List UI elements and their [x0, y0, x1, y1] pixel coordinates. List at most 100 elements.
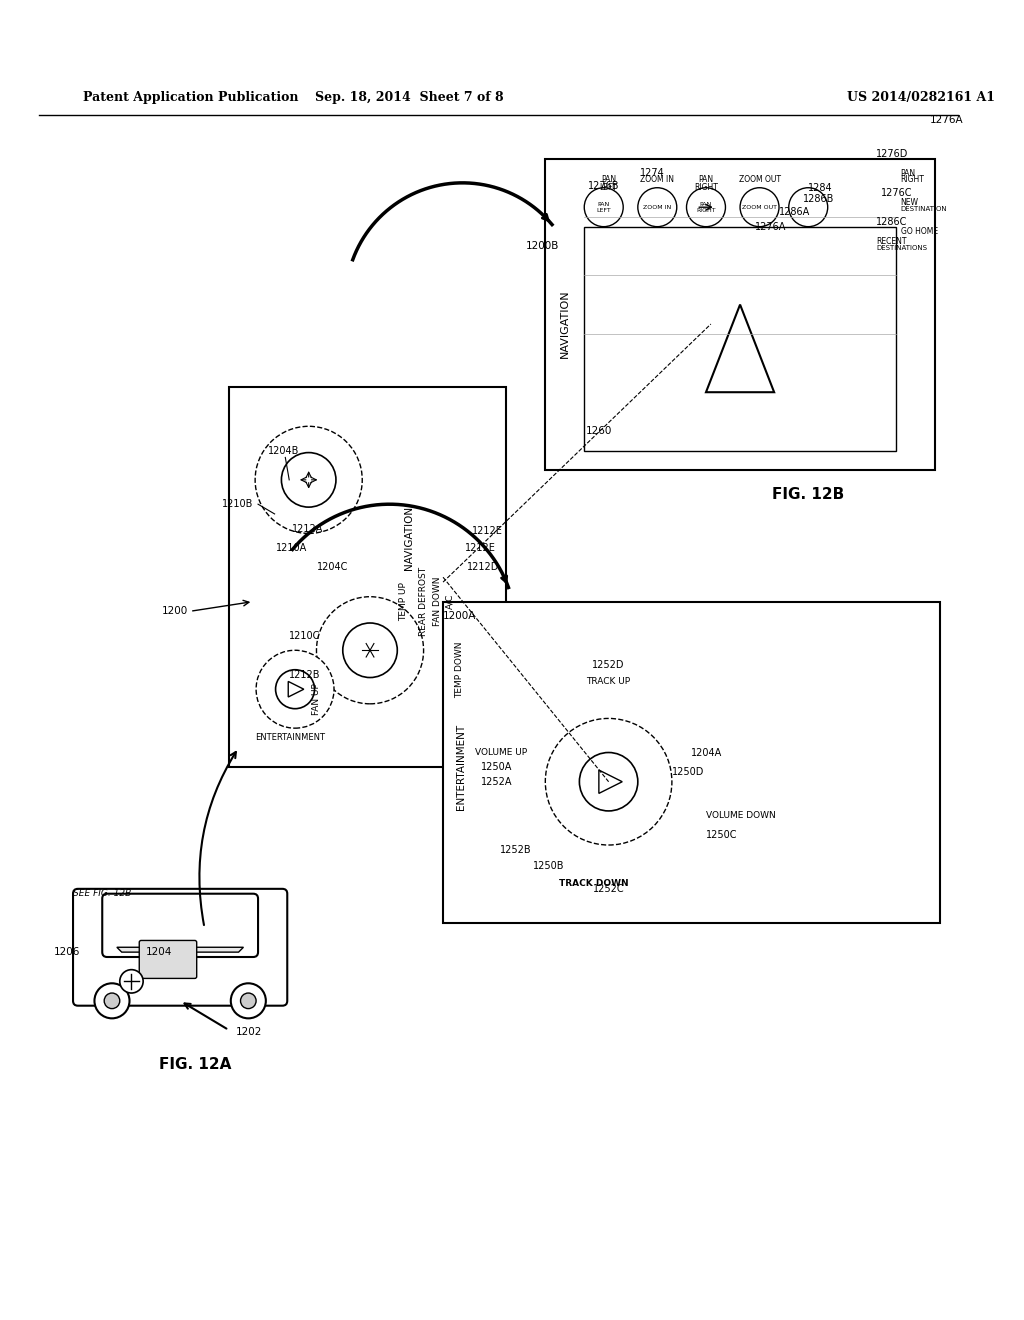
Text: 1212D: 1212D: [467, 562, 500, 573]
Text: PAN: PAN: [601, 176, 616, 185]
Bar: [546, 158, 935, 470]
Circle shape: [282, 453, 336, 507]
Circle shape: [104, 993, 120, 1008]
Text: 1286B: 1286B: [804, 194, 835, 205]
Text: FIG. 12B: FIG. 12B: [772, 487, 845, 502]
Bar: [228, 387, 506, 767]
Text: PAN
RIGHT: PAN RIGHT: [696, 202, 716, 213]
Text: FAN DOWN: FAN DOWN: [433, 577, 442, 626]
Text: RECENT: RECENT: [877, 236, 907, 246]
Text: 1250D: 1250D: [672, 767, 705, 777]
Text: ENTERTAINMENT: ENTERTAINMENT: [456, 725, 466, 810]
Text: 1274: 1274: [640, 168, 665, 178]
Circle shape: [94, 983, 129, 1018]
Text: ZOOM IN: ZOOM IN: [640, 176, 674, 185]
Text: 1202: 1202: [236, 1027, 262, 1038]
Polygon shape: [185, 948, 244, 952]
Circle shape: [120, 970, 143, 993]
Text: TEMP UP: TEMP UP: [399, 582, 409, 620]
Text: DESTINATION: DESTINATION: [901, 206, 947, 213]
Text: US 2014/0282161 A1: US 2014/0282161 A1: [847, 91, 995, 104]
Text: 1276C: 1276C: [882, 187, 912, 198]
Circle shape: [580, 752, 638, 810]
Circle shape: [241, 993, 256, 1008]
Text: 1204A: 1204A: [691, 747, 723, 758]
Text: TRACK DOWN: TRACK DOWN: [559, 879, 629, 888]
FancyBboxPatch shape: [139, 940, 197, 978]
Text: TEMP DOWN: TEMP DOWN: [455, 642, 464, 698]
Text: 1276A: 1276A: [930, 115, 964, 124]
Text: A/C: A/C: [445, 594, 454, 610]
Text: 1252A: 1252A: [481, 776, 512, 787]
Text: 1286C: 1286C: [877, 216, 907, 227]
Text: PAN: PAN: [698, 176, 714, 185]
Circle shape: [788, 187, 827, 227]
Text: 1276A: 1276A: [755, 222, 786, 232]
Polygon shape: [117, 948, 166, 952]
Text: 1212E: 1212E: [472, 527, 503, 536]
Text: 1212A: 1212A: [292, 524, 324, 533]
Text: 1204B: 1204B: [268, 446, 299, 455]
FancyBboxPatch shape: [73, 888, 288, 1006]
Circle shape: [256, 651, 334, 729]
Text: VOLUME UP: VOLUME UP: [475, 748, 527, 756]
Text: TRACK UP: TRACK UP: [587, 677, 631, 686]
Text: 1206: 1206: [53, 948, 80, 957]
Text: 1284: 1284: [808, 182, 833, 193]
Text: 1252B: 1252B: [501, 845, 531, 855]
Text: DESTINATIONS: DESTINATIONS: [877, 246, 928, 251]
Bar: [443, 602, 940, 923]
Text: NAVIGATION: NAVIGATION: [560, 289, 569, 358]
Text: ZOOM OUT: ZOOM OUT: [738, 176, 780, 185]
Text: VOLUME DOWN: VOLUME DOWN: [706, 812, 776, 820]
Text: PAN
LEFT: PAN LEFT: [596, 202, 611, 213]
Text: Patent Application Publication: Patent Application Publication: [83, 91, 298, 104]
Text: NAVIGATION: NAVIGATION: [404, 506, 414, 570]
Text: 1210A: 1210A: [275, 543, 307, 553]
Text: FAN UP: FAN UP: [311, 682, 321, 715]
Text: Sep. 18, 2014  Sheet 7 of 8: Sep. 18, 2014 Sheet 7 of 8: [314, 91, 503, 104]
Text: 1212E: 1212E: [465, 543, 496, 553]
Text: 1260: 1260: [586, 426, 612, 436]
Text: LEFT: LEFT: [600, 183, 617, 193]
Text: ENTERTAINMENT: ENTERTAINMENT: [255, 734, 326, 742]
Text: RIGHT: RIGHT: [901, 176, 925, 185]
Text: 1200A: 1200A: [443, 611, 476, 622]
Text: 1212B: 1212B: [289, 669, 321, 680]
Text: 1252D: 1252D: [592, 660, 625, 669]
Text: 1210C: 1210C: [289, 631, 321, 640]
Circle shape: [585, 187, 624, 227]
Text: 1250A: 1250A: [481, 762, 512, 772]
Text: REAR DEFROST: REAR DEFROST: [419, 568, 428, 636]
Text: ZOOM OUT: ZOOM OUT: [742, 205, 777, 210]
Circle shape: [255, 426, 362, 533]
Text: GO HOME: GO HOME: [901, 227, 938, 236]
Text: 1276B: 1276B: [588, 181, 620, 191]
Text: RIGHT: RIGHT: [694, 183, 718, 193]
FancyBboxPatch shape: [102, 894, 258, 957]
Circle shape: [740, 187, 779, 227]
Text: PAN: PAN: [901, 169, 915, 178]
Text: 1210B: 1210B: [222, 499, 253, 510]
Text: 1200B: 1200B: [526, 242, 559, 251]
Text: 1250B: 1250B: [532, 862, 564, 871]
Circle shape: [275, 669, 314, 709]
Circle shape: [343, 623, 397, 677]
Text: 1286A: 1286A: [779, 207, 810, 216]
Text: 1204: 1204: [146, 948, 172, 957]
Text: ZOOM IN: ZOOM IN: [643, 205, 672, 210]
Text: 1200: 1200: [162, 606, 188, 616]
Text: 1204C: 1204C: [316, 562, 348, 573]
Circle shape: [638, 187, 677, 227]
Text: FIG. 12A: FIG. 12A: [159, 1056, 231, 1072]
Circle shape: [546, 718, 672, 845]
Text: SEE FIG. 12B: SEE FIG. 12B: [73, 890, 131, 898]
Text: 1250C: 1250C: [706, 830, 737, 841]
Bar: [585, 227, 896, 450]
Text: NEW: NEW: [901, 198, 919, 207]
Text: 1252C: 1252C: [593, 884, 625, 894]
Circle shape: [686, 187, 725, 227]
Text: 1276D: 1276D: [877, 149, 908, 158]
Circle shape: [230, 983, 266, 1018]
Circle shape: [316, 597, 424, 704]
